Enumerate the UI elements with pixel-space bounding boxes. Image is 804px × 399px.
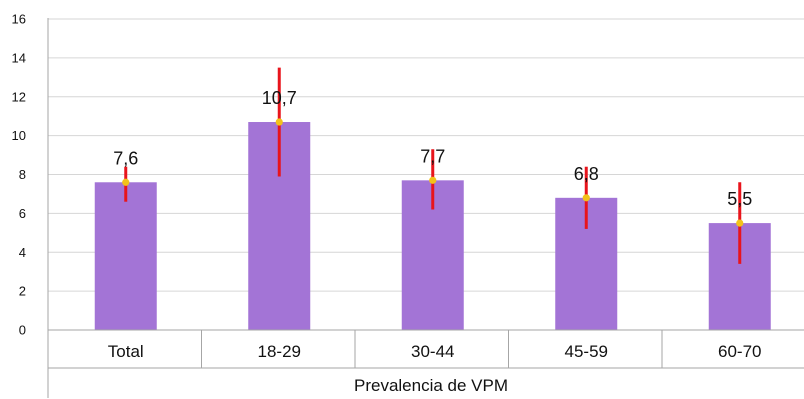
y-tick-label: 10 bbox=[12, 128, 26, 143]
y-tick-label: 6 bbox=[19, 206, 26, 221]
data-label: 5,5 bbox=[727, 189, 752, 209]
data-label: 7,6 bbox=[113, 148, 138, 168]
y-axis-ticks: 0 2 4 6 8 10 12 14 16 bbox=[12, 12, 26, 338]
value-marker bbox=[122, 178, 130, 186]
data-label: 6,8 bbox=[574, 164, 599, 184]
value-marker bbox=[429, 176, 437, 184]
value-markers bbox=[122, 118, 744, 227]
data-labels: 7,6 10,7 7,7 6,8 5,5 bbox=[113, 88, 752, 209]
x-category-label: 45-59 bbox=[565, 342, 608, 361]
x-axis-categories: Total 18-29 30-44 45-59 60-70 bbox=[108, 342, 762, 361]
axes bbox=[47, 18, 804, 398]
y-tick-label: 4 bbox=[19, 245, 26, 260]
data-label: 10,7 bbox=[262, 88, 297, 108]
value-marker bbox=[736, 219, 744, 227]
y-tick-label: 8 bbox=[19, 167, 26, 182]
y-tick-label: 16 bbox=[12, 12, 26, 27]
x-axis-title: Prevalencia de VPM bbox=[354, 376, 508, 395]
value-marker bbox=[582, 194, 590, 202]
y-tick-label: 0 bbox=[19, 323, 26, 338]
bar bbox=[94, 182, 157, 330]
y-tick-label: 2 bbox=[19, 284, 26, 299]
data-label: 7,7 bbox=[420, 146, 445, 166]
x-category-label: Total bbox=[108, 342, 144, 361]
bars bbox=[94, 122, 771, 330]
x-category-label: 30-44 bbox=[411, 342, 454, 361]
value-marker bbox=[275, 118, 283, 126]
y-tick-label: 12 bbox=[12, 89, 26, 104]
y-tick-label: 14 bbox=[12, 50, 26, 65]
x-category-label: 60-70 bbox=[718, 342, 761, 361]
x-category-label: 18-29 bbox=[258, 342, 301, 361]
